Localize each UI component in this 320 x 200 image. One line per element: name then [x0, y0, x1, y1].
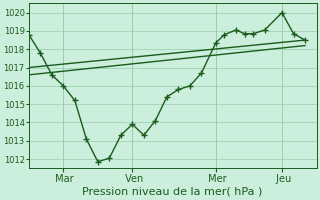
X-axis label: Pression niveau de la mer( hPa ): Pression niveau de la mer( hPa ): [83, 187, 263, 197]
